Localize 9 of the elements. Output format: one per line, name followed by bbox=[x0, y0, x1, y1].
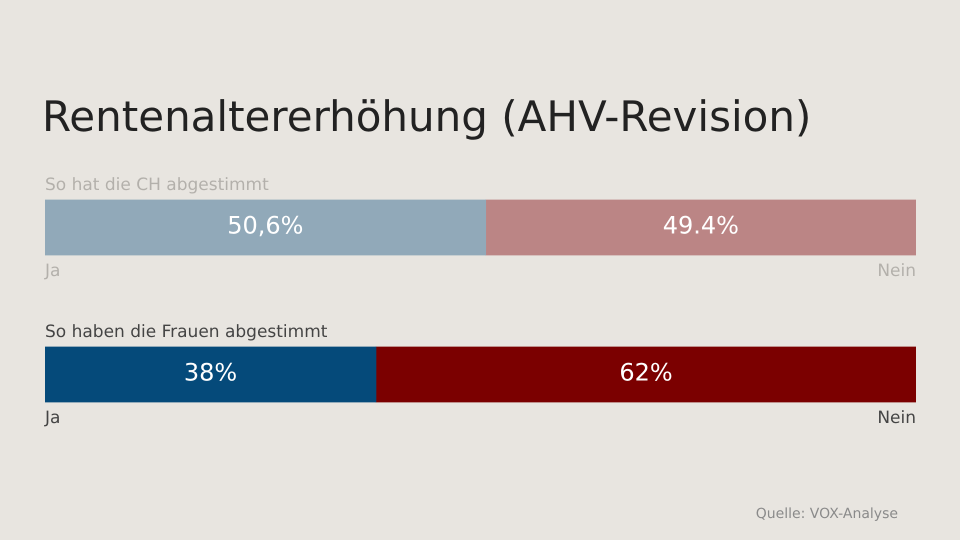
data-label: 50,6% bbox=[227, 212, 304, 240]
text: Ja bbox=[45, 408, 60, 428]
data-label: 49.4% bbox=[662, 212, 739, 240]
chart-title: Rentenaltererhöhung (AHV-Revision) bbox=[42, 92, 812, 141]
data-label: 62% bbox=[619, 358, 673, 387]
source-note: Quelle: VOX-Analyse bbox=[756, 506, 898, 522]
data-label: 38% bbox=[184, 358, 238, 387]
y-tick-label: So haben die Frauen abgestimmt bbox=[45, 322, 328, 342]
text: Nein bbox=[877, 408, 916, 428]
